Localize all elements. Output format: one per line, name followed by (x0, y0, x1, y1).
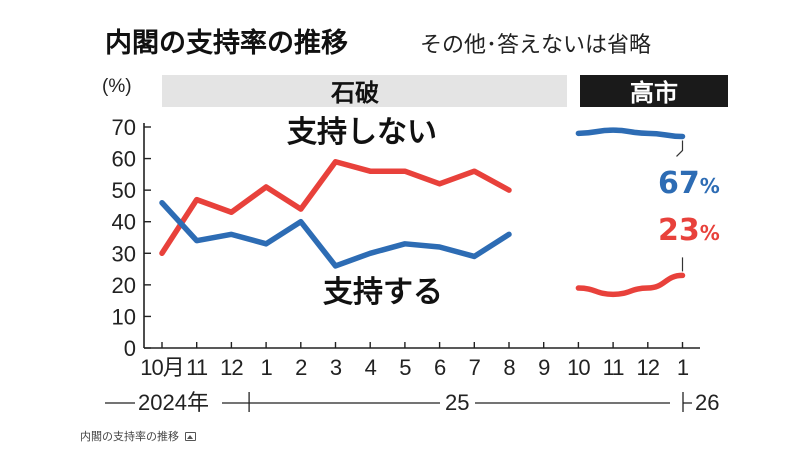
x-tick-label: 11 (603, 355, 625, 380)
series-line-disapprove-1 (159, 158, 512, 257)
year-label-2025: 25 (445, 390, 469, 415)
series-line-approve-2 (575, 127, 686, 140)
x-tick-label: 3 (330, 355, 342, 380)
series-line-disapprove-2 (575, 272, 686, 298)
x-tick-label: 10 (567, 355, 590, 380)
y-tick-label: 10 (112, 304, 136, 329)
period-band-ishiba (162, 75, 567, 107)
chart-title: 内閣の支持率の推移 (105, 27, 348, 59)
series-line-approve-1 (159, 200, 512, 269)
figure-caption: 内閣の支持率の推移 (80, 428, 196, 444)
x-tick-label: 10月 (140, 355, 183, 380)
y-tick-label: 20 (112, 273, 136, 298)
chart-subtitle: その他･答えないは省略 (420, 33, 651, 58)
period-label-ishiba: 石破 (330, 79, 379, 107)
series-label-disapprove: 支持しない (287, 115, 437, 150)
x-tick-label: 7 (469, 355, 481, 380)
period-label-takaichi: 高市 (630, 79, 678, 107)
end-value-annotation: 23% (658, 213, 720, 248)
x-tick-label: 6 (434, 355, 446, 380)
x-tick-label: 4 (365, 355, 377, 380)
year-label-2026: 26 (695, 390, 719, 415)
y-tick-label: 60 (112, 147, 136, 172)
period-band-takaichi (580, 75, 728, 107)
x-tick-label: 12 (220, 355, 243, 380)
series-label-approve: 支持する (323, 275, 443, 310)
x-tick-label: 11 (186, 355, 208, 380)
x-tick-label: 9 (538, 355, 550, 380)
y-tick-label: 50 (112, 178, 136, 203)
end-value-annotation: 67% (658, 166, 720, 201)
caption-text: 内閣の支持率の推移 (80, 430, 179, 443)
x-tick-label: 5 (399, 355, 411, 380)
x-tick-label: 1 (677, 355, 689, 380)
x-tick-label: 12 (637, 355, 660, 380)
x-tick-label: 2 (295, 355, 307, 380)
x-tick-label: 8 (503, 355, 515, 380)
x-tick-label: 1 (260, 355, 272, 380)
y-tick-label: 70 (112, 115, 136, 140)
y-axis-unit: (%) (102, 76, 132, 97)
image-icon[interactable] (185, 431, 196, 441)
year-label-2024: 2024年 (138, 390, 209, 415)
y-tick-label: 30 (112, 241, 136, 266)
y-tick-label: 40 (112, 210, 136, 235)
y-tick-label: 0 (124, 336, 136, 361)
annotation-leader (676, 140, 684, 157)
